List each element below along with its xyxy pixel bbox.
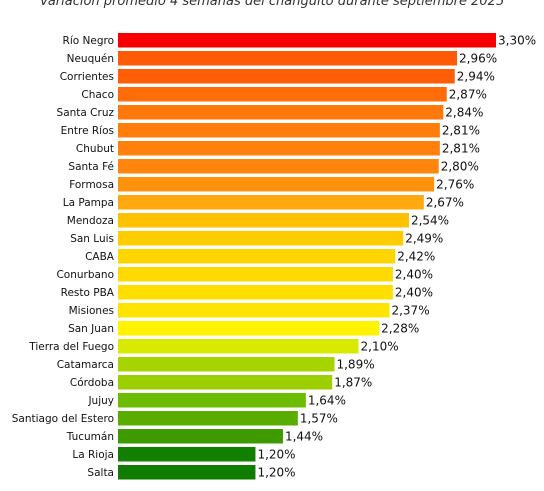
value-label: 2,81%: [442, 141, 480, 155]
value-label: 2,37%: [391, 303, 429, 317]
value-label: 2,94%: [457, 69, 495, 83]
bar: [118, 231, 404, 246]
category-label: Resto PBA: [61, 287, 115, 299]
bar: [118, 393, 306, 408]
bar: [118, 249, 396, 264]
bar: [118, 51, 458, 66]
value-label: 1,20%: [257, 465, 295, 479]
category-label: Río Negro: [63, 35, 114, 47]
value-label: 2,42%: [397, 249, 435, 263]
category-label: Chaco: [81, 89, 114, 101]
value-label: 2,40%: [395, 267, 433, 281]
bar: [118, 375, 333, 390]
category-label: Corrientes: [60, 71, 114, 83]
bar: [118, 33, 496, 48]
bar: [118, 69, 455, 84]
bar: [118, 123, 440, 138]
category-label: Formosa: [69, 179, 114, 191]
category-label: Neuquén: [67, 53, 114, 65]
bar: [118, 213, 409, 228]
value-label: 2,40%: [395, 285, 433, 299]
bar: [118, 447, 256, 462]
category-label: Mendoza: [67, 215, 114, 227]
value-label: 2,80%: [441, 159, 479, 173]
bar: [118, 159, 439, 174]
value-label: 2,81%: [442, 123, 480, 137]
chart-title: Variación promedio 4 semanas del changui…: [39, 0, 505, 9]
category-label: Tierra del Fuego: [28, 341, 114, 353]
bar: [118, 321, 380, 336]
bar: [118, 303, 390, 318]
value-label: 1,89%: [336, 357, 374, 371]
value-label: 1,64%: [308, 393, 346, 407]
category-label: Entre Ríos: [61, 125, 114, 137]
bar: [118, 339, 359, 354]
category-label: San Luis: [70, 233, 114, 245]
category-label: Misiones: [69, 305, 114, 317]
value-label: 2,54%: [411, 213, 449, 227]
bar: [118, 87, 447, 102]
category-label: Catamarca: [57, 359, 114, 371]
category-label: Santiago del Estero: [12, 413, 114, 425]
value-label: 2,96%: [459, 51, 497, 65]
category-label: Santa Cruz: [57, 107, 115, 119]
category-label: Conurbano: [56, 269, 114, 281]
value-label: 2,10%: [361, 339, 399, 353]
category-label: San Juan: [68, 323, 114, 335]
value-label: 3,30%: [498, 33, 536, 47]
bar: [118, 141, 440, 156]
value-label: 2,67%: [426, 195, 464, 209]
bar: [118, 429, 283, 444]
category-label: Chubut: [76, 143, 114, 155]
bar: [118, 285, 393, 300]
bar: [118, 465, 256, 480]
category-label: La Pampa: [63, 197, 114, 209]
bar: [118, 411, 298, 426]
bar: [118, 195, 424, 210]
value-label: 1,20%: [257, 447, 295, 461]
category-label: Jujuy: [87, 395, 114, 407]
bar: [118, 357, 335, 372]
value-label: 2,84%: [445, 105, 483, 119]
value-label: 1,44%: [285, 429, 323, 443]
bar: [118, 105, 444, 120]
category-label: Salta: [87, 467, 114, 479]
category-label: Tucumán: [66, 431, 114, 443]
bar: [118, 177, 435, 192]
value-label: 1,87%: [334, 375, 372, 389]
value-label: 1,57%: [300, 411, 338, 425]
category-label: Santa Fé: [68, 161, 114, 173]
bar: [118, 267, 393, 282]
category-label: La Rioja: [72, 449, 114, 461]
value-label: 2,49%: [405, 231, 443, 245]
value-label: 2,28%: [381, 321, 419, 335]
category-label: CABA: [85, 251, 115, 263]
category-label: Córdoba: [70, 377, 114, 389]
value-label: 2,76%: [436, 177, 474, 191]
value-label: 2,87%: [449, 87, 487, 101]
